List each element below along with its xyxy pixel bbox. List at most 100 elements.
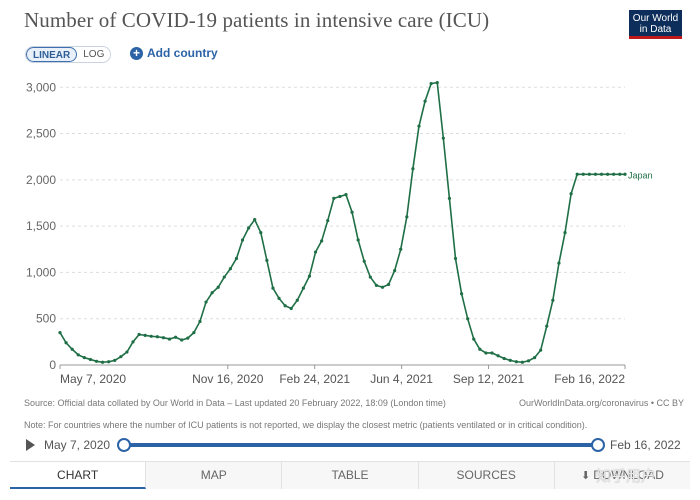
data-point xyxy=(295,298,299,302)
data-point xyxy=(417,124,421,128)
tab-download-label: DOWNLOAD xyxy=(593,468,664,482)
data-point xyxy=(307,274,312,278)
log-scale-button[interactable]: LOG xyxy=(77,47,111,62)
data-point xyxy=(623,172,627,176)
data-point xyxy=(557,261,561,265)
data-point xyxy=(64,341,68,345)
data-point xyxy=(167,337,172,341)
data-point xyxy=(496,354,500,358)
x-tick-label: Jun 4, 2021 xyxy=(370,372,433,386)
download-icon: ⬇ xyxy=(580,470,591,482)
y-tick-label: 3,000 xyxy=(26,80,56,94)
data-point xyxy=(447,196,452,200)
data-point xyxy=(435,81,439,85)
data-point xyxy=(228,267,232,271)
data-point xyxy=(374,283,378,287)
data-point xyxy=(143,333,147,337)
data-point xyxy=(198,319,202,324)
data-point xyxy=(240,238,245,242)
data-point xyxy=(405,215,409,219)
scale-toggle: LINEAR LOG xyxy=(25,46,112,63)
data-point xyxy=(186,336,190,340)
data-point xyxy=(526,359,531,363)
logo-line-2: in Data xyxy=(639,24,672,35)
x-tick-label: May 7, 2020 xyxy=(60,372,126,386)
data-point xyxy=(70,347,74,351)
data-point xyxy=(253,218,257,222)
data-point xyxy=(545,324,549,328)
data-point xyxy=(490,351,494,355)
y-tick-label: 1,500 xyxy=(26,219,56,233)
add-country-label: Add country xyxy=(147,46,218,60)
linear-scale-button[interactable]: LINEAR xyxy=(26,47,78,62)
data-point xyxy=(581,172,585,176)
timeline-end-label: Feb 16, 2022 xyxy=(610,438,681,452)
y-tick-label: 500 xyxy=(36,312,56,326)
data-point xyxy=(453,256,458,261)
timeline-end-handle[interactable] xyxy=(591,438,605,452)
line-chart: 0 500 1,000 1,500 2,000 2,500 3,000 May 7, 2020… xyxy=(26,80,653,386)
y-tick-label: 0 xyxy=(49,358,56,372)
data-point xyxy=(338,194,342,199)
source-url[interactable]: OurWorldInData.org/coronavirus • CC BY xyxy=(518,398,684,408)
data-point xyxy=(326,218,330,223)
page-title: Number of COVID-19 patients in intensive… xyxy=(24,8,490,32)
data-point xyxy=(563,231,567,235)
data-point xyxy=(289,306,293,311)
timeline-track[interactable] xyxy=(117,438,605,452)
data-point xyxy=(320,239,324,243)
data-point xyxy=(277,296,281,300)
data-point xyxy=(399,247,403,251)
data-point xyxy=(380,285,385,289)
data-point xyxy=(362,259,366,263)
data-point xyxy=(386,282,391,287)
data-point xyxy=(606,172,610,176)
data-point xyxy=(533,355,537,360)
data-point xyxy=(265,258,269,262)
data-point xyxy=(478,347,482,351)
series-end-label: Japan xyxy=(628,170,653,180)
data-point xyxy=(393,268,397,273)
tab-bar: CHART MAP TABLE SOURCES ⬇ DOWNLOAD xyxy=(10,461,691,489)
data-point xyxy=(423,99,427,103)
owid-logo[interactable]: Our World in Data xyxy=(629,10,682,39)
data-point xyxy=(137,332,141,337)
data-point xyxy=(222,275,226,279)
series-line xyxy=(59,81,625,364)
data-point xyxy=(259,231,263,235)
tab-chart[interactable]: CHART xyxy=(10,462,147,489)
timeline-start-handle[interactable] xyxy=(117,438,131,452)
data-point xyxy=(94,359,99,363)
x-tick-label: Sep 12, 2021 xyxy=(453,372,525,386)
data-point xyxy=(593,172,598,176)
data-point xyxy=(356,238,360,242)
play-icon[interactable] xyxy=(26,439,35,451)
y-tick-label: 1,000 xyxy=(26,265,56,279)
data-point xyxy=(429,81,433,86)
x-tick-label: Feb 24, 2021 xyxy=(279,372,350,386)
tab-table[interactable]: TABLE xyxy=(282,462,419,489)
data-point xyxy=(350,210,354,214)
data-point xyxy=(587,172,591,176)
tab-map[interactable]: MAP xyxy=(146,462,283,489)
data-point xyxy=(508,358,512,362)
data-point xyxy=(612,172,616,176)
data-point xyxy=(113,358,117,362)
data-point xyxy=(161,336,166,340)
data-point xyxy=(484,351,488,355)
data-point xyxy=(313,250,318,254)
data-point xyxy=(466,317,470,321)
data-point xyxy=(247,226,251,230)
data-point xyxy=(107,360,111,364)
data-point xyxy=(234,256,239,261)
tab-download[interactable]: ⬇ DOWNLOAD xyxy=(554,462,691,489)
watermark: 知乎用户 xyxy=(596,468,657,485)
data-point xyxy=(131,340,135,344)
data-point xyxy=(459,292,464,296)
tab-sources[interactable]: SOURCES xyxy=(418,462,555,489)
data-point xyxy=(180,338,184,342)
data-point xyxy=(210,291,214,295)
data-point xyxy=(149,334,153,338)
add-country-button[interactable]: + Add country xyxy=(130,46,218,60)
data-point xyxy=(174,335,178,339)
